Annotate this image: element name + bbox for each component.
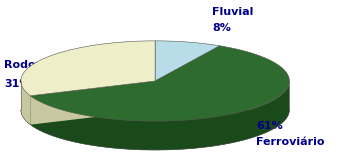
Text: 31%: 31% — [4, 79, 30, 89]
Polygon shape — [21, 81, 30, 125]
Text: 8%: 8% — [212, 23, 231, 33]
Text: Ferroviário: Ferroviário — [256, 137, 324, 147]
Polygon shape — [30, 81, 155, 125]
Text: Fluvial: Fluvial — [212, 7, 253, 17]
Polygon shape — [21, 110, 289, 150]
Polygon shape — [30, 81, 155, 125]
Polygon shape — [155, 41, 220, 81]
Text: Rodoviário: Rodoviário — [4, 60, 71, 70]
Polygon shape — [30, 46, 289, 121]
Polygon shape — [30, 81, 289, 150]
Text: 61%: 61% — [256, 121, 282, 131]
Polygon shape — [21, 41, 155, 96]
